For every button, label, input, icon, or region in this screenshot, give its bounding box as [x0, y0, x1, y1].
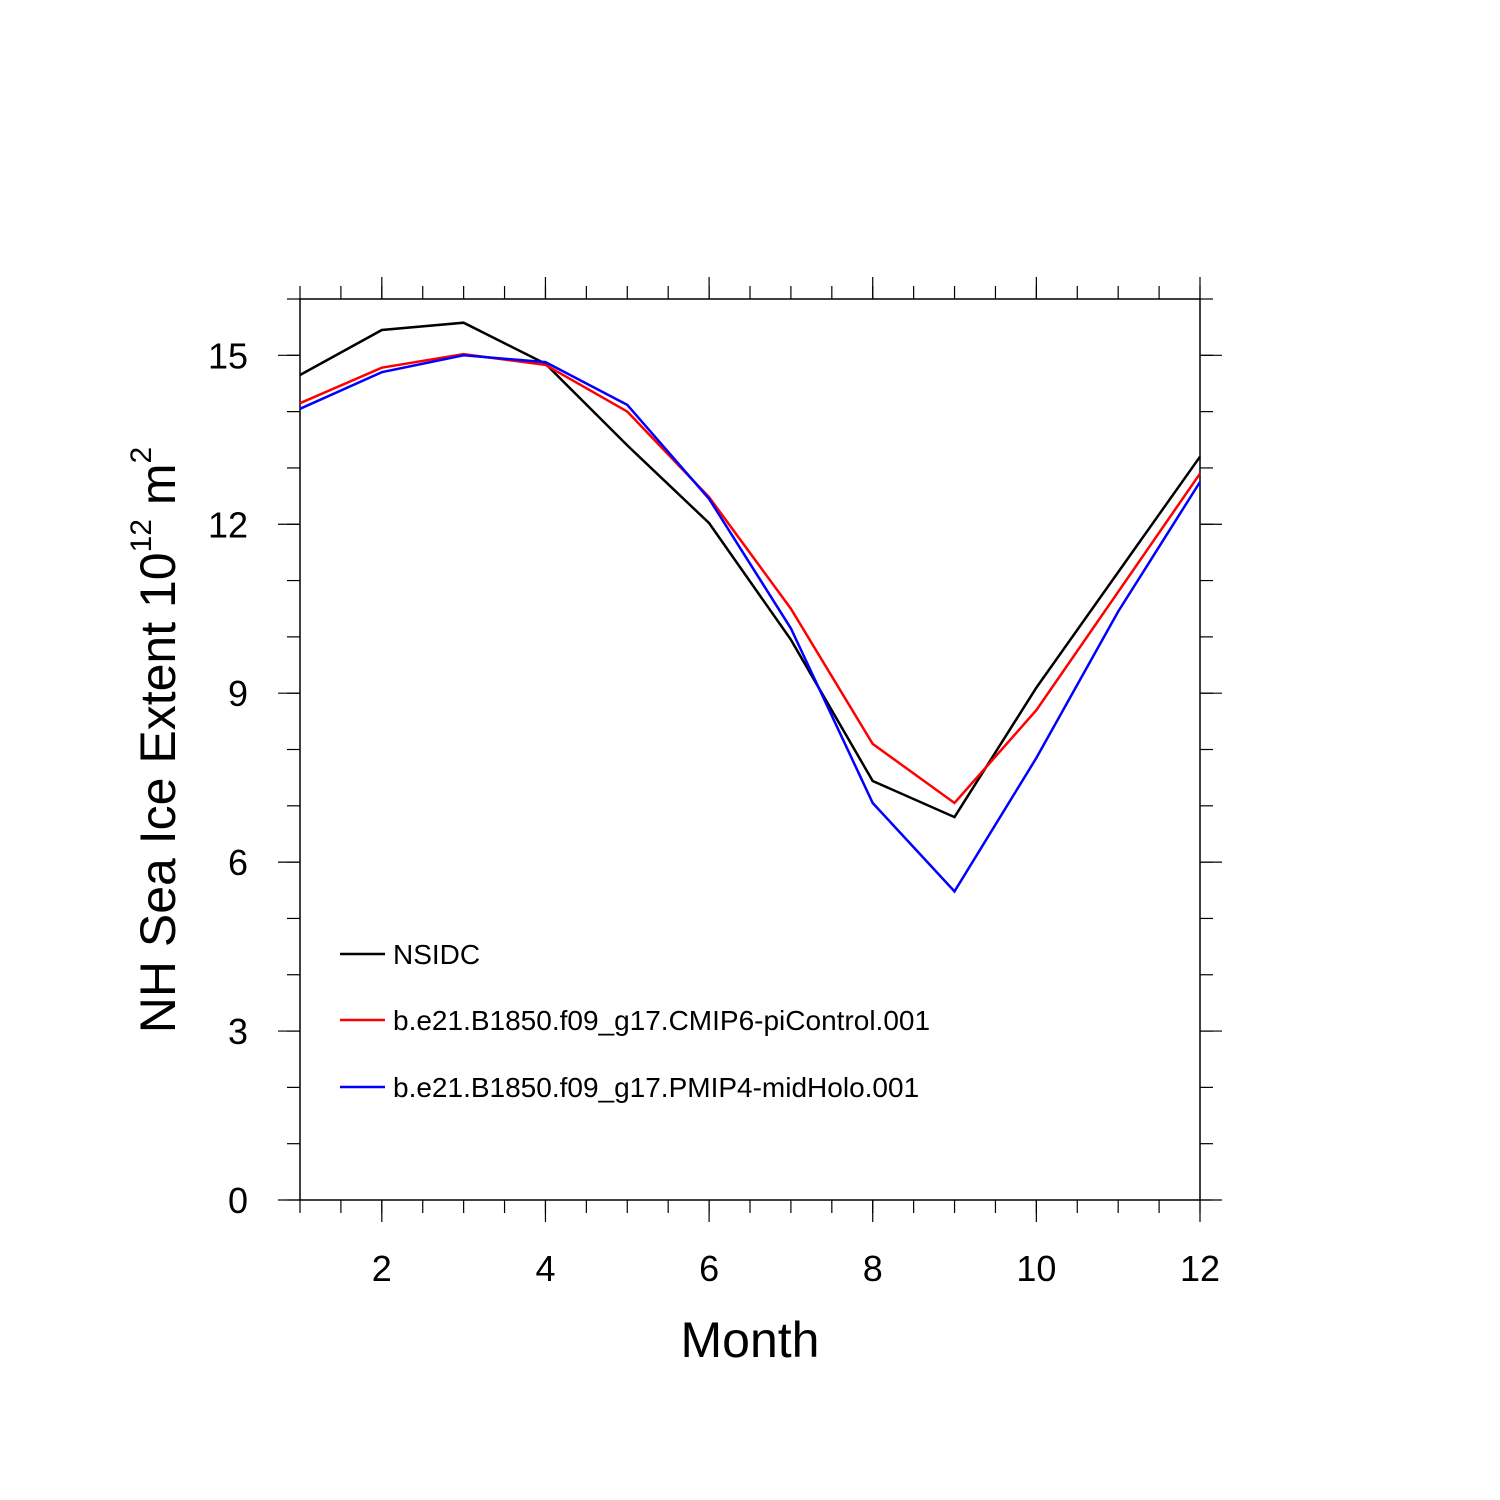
legend-label-picontrol: b.e21.B1850.f09_g17.CMIP6-piControl.001: [393, 1005, 930, 1036]
series-line-0: [299, 321, 1202, 819]
x-tick-label: 4: [535, 1248, 555, 1289]
x-tick-label: 12: [1180, 1248, 1220, 1289]
x-tick-label: 2: [372, 1248, 392, 1289]
x-tick-label: 10: [1016, 1248, 1056, 1289]
y-axis-label-main: NH Sea Ice Extent 10: [130, 552, 186, 1033]
series-lines: [299, 321, 1202, 894]
axis-tick-labels: 2 4 6 8 10 12 0 3 6 9 12 15: [208, 335, 1220, 1289]
x-tick-label: 6: [699, 1248, 719, 1289]
y-tick-label: 12: [208, 504, 248, 545]
y-tick-label: 3: [228, 1011, 248, 1052]
legend: NSIDC b.e21.B1850.f09_g17.CMIP6-piContro…: [340, 939, 930, 1103]
y-axis-label-exponent: 12: [125, 519, 158, 552]
legend-label-midholo: b.e21.B1850.f09_g17.PMIP4-midHolo.001: [393, 1072, 919, 1103]
y-tick-label: 9: [228, 673, 248, 714]
y-tick-label: 15: [208, 335, 248, 376]
y-axis-label-unit-exponent: 2: [125, 447, 158, 464]
x-axis-label: Month: [681, 1312, 820, 1368]
legend-label-nsidc: NSIDC: [393, 939, 480, 970]
series-line-2: [299, 354, 1202, 894]
y-tick-label: 0: [228, 1180, 248, 1221]
y-tick-label: 6: [228, 842, 248, 883]
axis-ticks: [278, 277, 1222, 1222]
y-axis-label: NH Sea Ice Extent 1012 m2: [125, 447, 186, 1033]
plot-frame: [299, 298, 1201, 1201]
series-line-1: [299, 352, 1202, 805]
x-tick-label: 8: [863, 1248, 883, 1289]
y-axis-label-unit: m: [130, 463, 186, 519]
